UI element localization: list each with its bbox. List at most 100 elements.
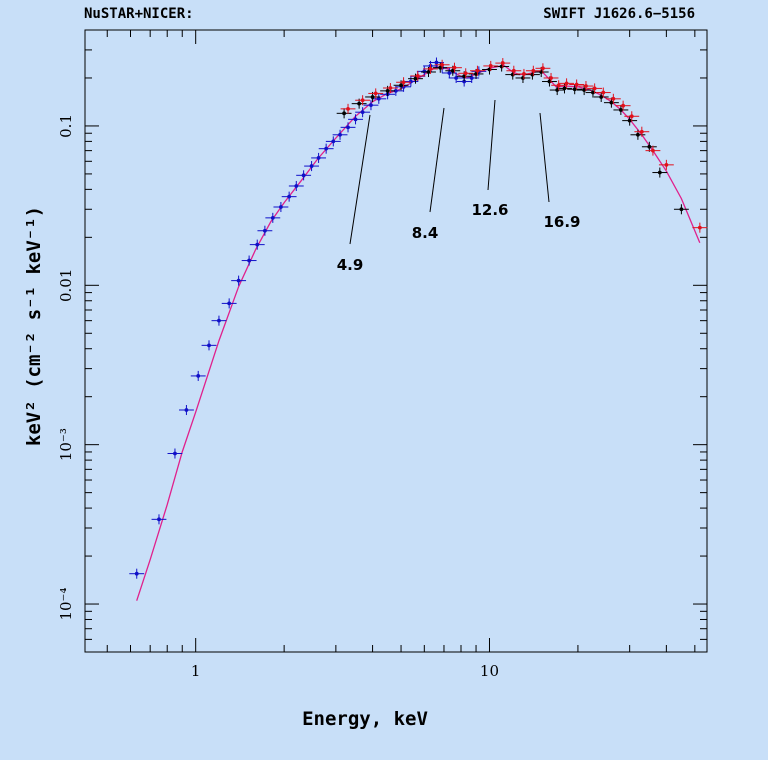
data-point-nustar_b [516, 68, 532, 79]
data-marker [415, 74, 420, 78]
data-marker [376, 96, 381, 101]
data-marker [346, 106, 350, 111]
data-point-nustar_b [595, 87, 611, 98]
data-point-nustar_a [576, 85, 592, 96]
data-marker [287, 194, 292, 199]
data-point-nustar_a [673, 204, 689, 215]
x-axis-label: Energy, keV [302, 708, 428, 730]
data-marker [440, 62, 445, 67]
data-marker [428, 67, 433, 71]
data-marker [657, 170, 662, 175]
data-point-nicer [201, 340, 217, 351]
data-point-nicer [257, 225, 273, 236]
data-point-nustar_a [613, 104, 629, 115]
data-marker [331, 139, 336, 144]
data-marker [426, 70, 431, 74]
x-tick-label: 10 [480, 662, 499, 680]
data-marker [452, 65, 457, 70]
data-marker [549, 76, 553, 80]
annotation-label: 4.9 [337, 256, 364, 274]
data-marker [574, 82, 579, 87]
data-point-nustar_b [382, 82, 398, 94]
data-marker [639, 129, 644, 134]
data-marker [255, 242, 260, 247]
data-marker [697, 225, 702, 230]
data-point-nicer [221, 298, 237, 309]
data-marker [236, 278, 241, 283]
data-marker [173, 451, 177, 456]
data-point-nicer [441, 67, 457, 78]
data-marker [621, 103, 626, 108]
data-marker [413, 76, 418, 81]
data-marker [522, 72, 526, 76]
data-marker [591, 90, 595, 95]
data-point-nustar_b [543, 72, 559, 83]
data-marker [385, 88, 390, 93]
data-marker [207, 343, 211, 348]
data-marker [134, 571, 139, 576]
data-marker [462, 74, 467, 79]
data-point-nicer [273, 201, 289, 213]
data-point-nicer [288, 180, 304, 192]
data-marker [599, 95, 604, 99]
data-point-nicer [332, 129, 348, 140]
x-tick-label: 1 [191, 662, 201, 680]
data-marker [401, 80, 406, 85]
data-point-nustar_b [578, 81, 594, 92]
data-point-nustar_b [559, 78, 575, 89]
data-point-nustar_b [495, 58, 511, 69]
data-point-nicer [448, 72, 464, 83]
data-point-nicer [178, 404, 194, 416]
data-point-nustar_b [340, 103, 356, 114]
data-marker [217, 318, 221, 323]
data-marker [357, 101, 362, 106]
data-marker [353, 117, 358, 122]
data-layer [129, 57, 708, 579]
data-marker [555, 88, 560, 92]
y-axis-label: keV² (cm⁻² s⁻¹ keV⁻¹) [23, 206, 45, 446]
data-marker [582, 88, 587, 92]
axes-layer: 1 10 10⁻⁴ 10⁻³ 0.01 0.1 [57, 29, 708, 680]
data-point-nicer [348, 114, 363, 125]
data-point-nicer [340, 122, 356, 133]
data-point-nustar_b [355, 95, 371, 106]
data-marker [475, 68, 480, 73]
data-point-nustar_b [645, 145, 661, 156]
data-point-nustar_b [423, 63, 438, 74]
data-point-nustar_b [587, 83, 603, 94]
data-point-nicer [167, 448, 183, 459]
annotation-leader [349, 114, 371, 245]
data-marker [462, 79, 467, 84]
data-marker [262, 228, 267, 233]
data-point-nicer [129, 568, 145, 579]
data-point-nustar_b [368, 88, 384, 99]
data-point-nicer [363, 100, 379, 111]
data-marker [370, 95, 375, 99]
data-marker [584, 84, 588, 88]
data-point-nustar_b [410, 70, 426, 81]
data-marker [601, 90, 606, 95]
data-marker [438, 65, 443, 70]
annotation-label: 12.6 [471, 201, 508, 219]
data-marker [611, 96, 616, 101]
data-point-nicer [318, 143, 334, 154]
data-point-nustar_b [658, 159, 674, 170]
data-marker [556, 83, 561, 88]
data-marker [408, 79, 413, 84]
data-point-nustar_b [458, 68, 474, 79]
header-right-title: SWIFT J1626.6−5156 [543, 6, 695, 22]
data-marker [651, 148, 655, 153]
data-point-nicer [151, 514, 167, 525]
data-marker [511, 68, 516, 73]
annotation-leader [429, 107, 445, 213]
data-marker [196, 374, 201, 378]
data-marker [324, 146, 329, 151]
data-marker [157, 517, 161, 522]
data-point-nustar_b [569, 79, 585, 90]
data-point-nicer [355, 107, 371, 118]
annotation-leader [539, 112, 550, 203]
y-tick-label: 0.1 [57, 114, 75, 138]
data-point-nicer [231, 275, 247, 286]
